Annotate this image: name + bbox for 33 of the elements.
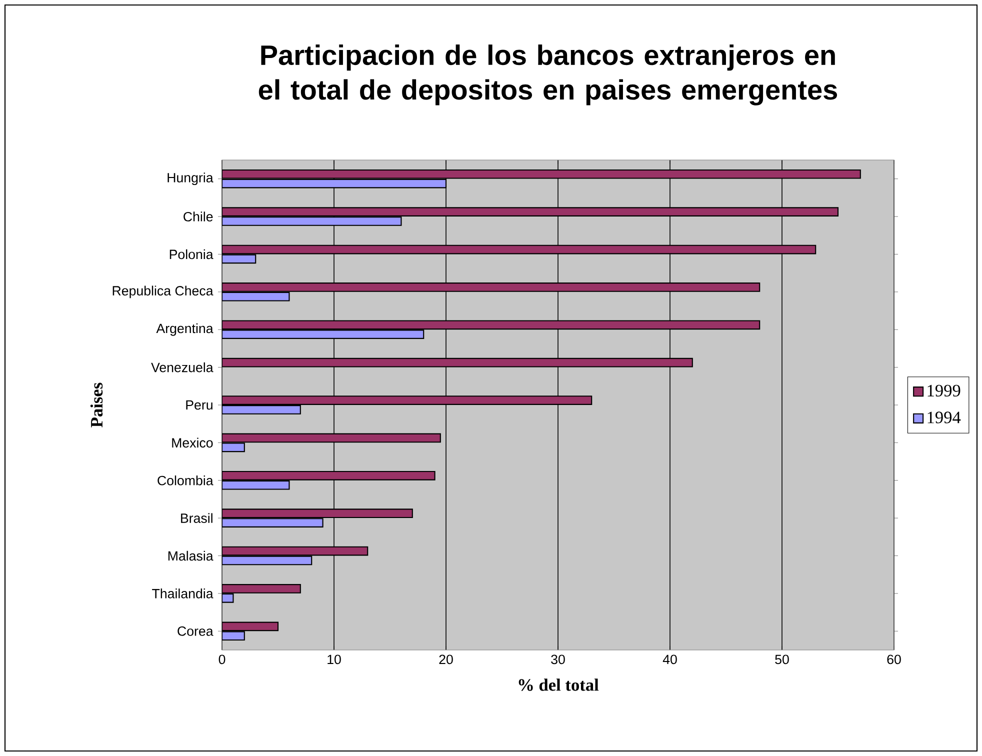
chart-title: Participacion de los bancos extranjeros en el total de depositos en paises emergentes — [258, 44, 838, 106]
x-axis-title: % del total — [518, 678, 599, 691]
bar — [222, 396, 592, 405]
x-tick-label: 20 — [439, 654, 453, 664]
y-tick-label: Venezuela — [151, 362, 214, 372]
legend-label: 1994 — [928, 412, 961, 424]
bar — [222, 508, 413, 518]
y-tick-label: Mexico — [172, 438, 213, 448]
bar — [222, 207, 839, 217]
x-tick-label: 30 — [551, 654, 565, 664]
y-tick-label: Polonia — [170, 249, 214, 260]
y-tick-label: Thailandia — [152, 588, 214, 598]
bar — [222, 330, 424, 339]
legend-label: 1999 — [928, 384, 960, 396]
x-tick-label: 0 — [218, 654, 226, 664]
y-tick-label: Republica Checa — [112, 286, 214, 298]
bar — [222, 470, 436, 480]
y-tick-label: Hungria — [168, 172, 214, 186]
bar — [222, 518, 324, 528]
y-tick-label: Corea — [178, 626, 214, 636]
bar — [222, 282, 760, 292]
y-tick-label: Argentina — [156, 323, 214, 336]
y-tick-label: Peru — [186, 400, 212, 410]
y-tick-label: Colombia — [158, 475, 214, 486]
bar — [222, 216, 402, 226]
y-tick-label: Malasia — [168, 550, 214, 561]
y-tick-label: Brasil — [181, 513, 212, 523]
y-tick-label: Chile — [184, 212, 213, 222]
x-tick-label: 50 — [775, 654, 789, 664]
x-tick-label: 60 — [887, 654, 901, 664]
y-axis-title: Paises — [90, 382, 103, 428]
x-tick-label: 10 — [328, 654, 341, 664]
x-tick-label: 40 — [662, 654, 677, 664]
